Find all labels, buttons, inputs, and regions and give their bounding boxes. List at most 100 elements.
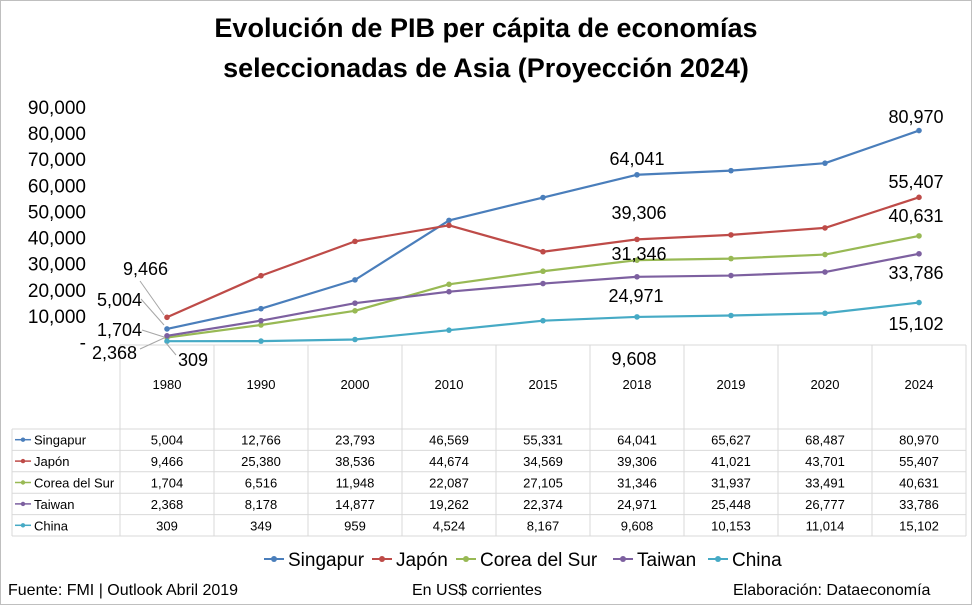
table-cell-value: 15,102 xyxy=(899,518,939,533)
table-series-name: Japón xyxy=(34,454,69,469)
legend-label: Taiwan xyxy=(637,550,696,571)
table-cell-value: 68,487 xyxy=(805,433,845,448)
table-cell-value: 31,937 xyxy=(711,476,751,491)
data-point xyxy=(822,310,828,317)
data-label: 9,608 xyxy=(611,349,656,369)
table-cell-value: 11,014 xyxy=(806,518,845,533)
y-tick-label: 80,000 xyxy=(28,124,86,145)
data-label: 64,041 xyxy=(609,149,664,169)
data-point xyxy=(446,217,452,224)
table-cell-value: 65,627 xyxy=(711,433,751,448)
table-cell-value: 44,674 xyxy=(429,454,469,469)
data-point xyxy=(822,225,828,231)
y-tick-label: 10,000 xyxy=(28,307,86,328)
table-cell-value: 6,516 xyxy=(245,476,278,491)
data-label: 309 xyxy=(178,350,208,370)
data-point xyxy=(916,250,922,257)
data-label: 9,466 xyxy=(123,259,168,279)
label-leader-line xyxy=(140,298,165,326)
table-cell-value: 27,105 xyxy=(523,476,563,491)
table-cell-value: 55,407 xyxy=(899,454,939,469)
table-cell-value: 25,448 xyxy=(711,497,751,512)
x-tick-label: 1980 xyxy=(153,377,182,392)
table-cell-value: 349 xyxy=(250,518,272,533)
series-line xyxy=(166,196,920,319)
data-point xyxy=(164,314,170,321)
data-label: 33,786 xyxy=(888,263,943,283)
data-point xyxy=(540,268,546,275)
table-cell-value: 9,466 xyxy=(151,454,184,469)
data-label: 5,004 xyxy=(97,290,142,310)
data-point xyxy=(822,269,828,275)
table-series-name: Corea del Sur xyxy=(34,476,115,491)
data-point xyxy=(352,238,358,245)
table-cell-value: 33,786 xyxy=(899,497,939,512)
legend-marker xyxy=(715,556,721,562)
chart-title-line-1: Evolución de PIB per cápita de economías xyxy=(214,13,758,43)
y-tick-label: 20,000 xyxy=(28,281,86,302)
table-cell-value: 19,262 xyxy=(429,497,469,512)
data-point xyxy=(258,322,264,328)
data-point xyxy=(634,257,640,263)
data-point xyxy=(916,194,922,201)
table-cell-value: 24,971 xyxy=(617,497,657,512)
data-point xyxy=(352,277,358,283)
data-point xyxy=(634,236,640,243)
data-point xyxy=(446,327,452,333)
data-point xyxy=(352,300,358,306)
label-leader-line xyxy=(139,280,165,316)
credit-note: Elaboración: Dataeconomía xyxy=(733,582,931,599)
table-cell-value: 22,374 xyxy=(523,497,563,512)
y-tick-label: 30,000 xyxy=(28,255,86,276)
label-leader-line xyxy=(139,337,165,350)
legend-marker xyxy=(463,556,469,562)
data-point xyxy=(728,232,734,238)
data-label: 40,631 xyxy=(888,206,943,226)
table-cell-value: 25,380 xyxy=(241,454,281,469)
data-point xyxy=(728,167,734,174)
table-cell-value: 64,041 xyxy=(617,433,657,448)
x-tick-label: 2000 xyxy=(341,377,370,392)
data-point xyxy=(916,233,922,239)
data-point xyxy=(540,194,546,201)
chart-title-line-2: seleccionadas de Asia (Proyección 2024) xyxy=(223,53,749,83)
source-note: Fuente: FMI | Outlook Abril 2019 xyxy=(8,582,239,599)
legend-marker xyxy=(379,556,385,562)
legend-marker xyxy=(271,556,277,562)
x-tick-label: 2018 xyxy=(623,377,652,392)
y-tick-label: 40,000 xyxy=(28,229,86,250)
x-tick-label: 2019 xyxy=(717,377,746,392)
legend-label: Corea del Sur xyxy=(480,550,598,571)
data-label: 15,102 xyxy=(888,314,943,334)
x-tick-label: 1990 xyxy=(247,377,276,392)
table-legend-marker xyxy=(20,523,26,528)
table-cell-value: 8,178 xyxy=(245,497,278,512)
y-tick-label: 70,000 xyxy=(28,150,86,171)
series-line xyxy=(166,252,920,337)
data-point xyxy=(634,171,640,178)
data-label: 24,971 xyxy=(608,286,663,306)
table-cell-value: 22,087 xyxy=(429,476,469,491)
y-tick-label: 90,000 xyxy=(28,98,86,119)
table-cell-value: 9,608 xyxy=(621,518,654,533)
legend-label: China xyxy=(732,550,782,571)
table-legend-marker xyxy=(20,437,26,442)
table-cell-value: 33,491 xyxy=(805,476,845,491)
table-cell-value: 5,004 xyxy=(151,433,184,448)
table-cell-value: 43,701 xyxy=(805,454,845,469)
data-label: 80,970 xyxy=(888,107,943,127)
table-series-name: China xyxy=(34,518,69,533)
table-cell-value: 309 xyxy=(156,518,178,533)
data-point xyxy=(916,127,922,134)
data-point xyxy=(352,336,358,343)
table-cell-value: 31,346 xyxy=(617,476,657,491)
data-point xyxy=(258,305,264,312)
y-tick-label: - xyxy=(80,333,86,354)
legend-label: Japón xyxy=(396,550,448,571)
data-point xyxy=(446,288,452,295)
table-cell-value: 959 xyxy=(344,518,366,533)
table-series-name: Taiwan xyxy=(34,497,74,512)
data-point xyxy=(540,317,546,324)
data-point xyxy=(728,272,734,279)
